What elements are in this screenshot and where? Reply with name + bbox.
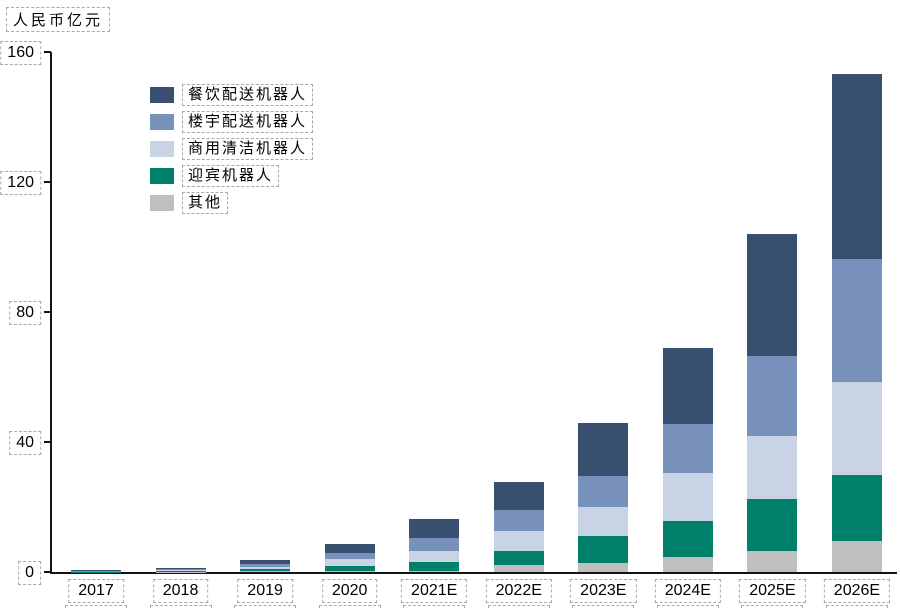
bar-segment-2021E-迎宾机器人 xyxy=(409,561,460,571)
y-axis-tick-label: 160 xyxy=(0,41,41,65)
bar-segment-2021E-商用清洁机器人 xyxy=(409,550,460,562)
bar-segment-2019-迎宾机器人 xyxy=(240,569,291,572)
cutoff-annotation-box xyxy=(741,605,804,609)
x-axis-label-2023E: 2023E xyxy=(570,579,637,603)
bar-segment-2025E-餐饮配送机器人 xyxy=(747,233,798,356)
y-tick-mark xyxy=(44,571,51,573)
bar-segment-2026E-其他 xyxy=(831,540,882,572)
cutoff-annotation-box xyxy=(403,605,466,609)
legend-label: 商用清洁机器人 xyxy=(182,137,314,160)
cutoff-annotation-box xyxy=(149,605,212,609)
y-axis-tick-label: 80 xyxy=(9,301,41,325)
x-axis-label-2017: 2017 xyxy=(68,579,124,603)
legend-label: 餐饮配送机器人 xyxy=(182,83,314,106)
x-axis-label-2022E: 2022E xyxy=(485,579,552,603)
x-axis-label-2025E: 2025E xyxy=(739,579,806,603)
bar-segment-2026E-迎宾机器人 xyxy=(831,475,882,541)
x-axis-label-2019: 2019 xyxy=(237,579,293,603)
bar-segment-2019-商用清洁机器人 xyxy=(240,567,291,570)
x-axis-label-2024E: 2024E xyxy=(654,579,721,603)
bar-segment-2020-迎宾机器人 xyxy=(324,565,375,571)
x-axis-label-2018: 2018 xyxy=(152,579,209,603)
cutoff-annotation-box xyxy=(487,605,550,609)
bar-segment-2019-其他 xyxy=(240,571,291,572)
cutoff-annotation-box xyxy=(318,605,381,609)
legend: 餐饮配送机器人 楼宇配送机器人 商用清洁机器人 迎宾机器人其他 xyxy=(150,83,314,221)
bar-segment-2022E-其他 xyxy=(493,565,544,572)
cutoff-annotation-box xyxy=(656,605,719,609)
legend-label: 迎宾机器人 xyxy=(182,164,280,187)
bar-segment-2025E-商用清洁机器人 xyxy=(747,435,798,500)
x-axis-label-2020: 2020 xyxy=(321,579,378,603)
legend-label: 楼宇配送机器人 xyxy=(182,110,314,133)
bar-segment-2020-商用清洁机器人 xyxy=(324,559,375,566)
legend-swatch-icon xyxy=(150,113,174,130)
bar-segment-2025E-楼宇配送机器人 xyxy=(747,355,798,436)
bar-segment-2020-其他 xyxy=(324,570,375,572)
cutoff-annotation-box xyxy=(572,605,635,609)
bar-segment-2022E-楼宇配送机器人 xyxy=(493,510,544,532)
bar-segment-2024E-其他 xyxy=(662,557,713,572)
y-axis-line xyxy=(50,52,52,574)
bar-segment-2018-迎宾机器人 xyxy=(155,571,206,572)
cutoff-annotation-box xyxy=(825,605,888,609)
y-axis-title: 人民币亿元 xyxy=(6,7,111,32)
y-tick-mark xyxy=(44,441,51,443)
bar-segment-2018-餐饮配送机器人 xyxy=(155,568,206,570)
bar-segment-2024E-迎宾机器人 xyxy=(662,520,713,558)
bar-segment-2021E-楼宇配送机器人 xyxy=(409,537,460,551)
bar-segment-2019-楼宇配送机器人 xyxy=(240,564,291,568)
legend-item: 楼宇配送机器人 xyxy=(150,110,314,133)
legend-swatch-icon xyxy=(150,140,174,157)
y-axis-tick-label: 40 xyxy=(9,431,41,455)
bar-segment-2022E-商用清洁机器人 xyxy=(493,531,544,551)
legend-item: 餐饮配送机器人 xyxy=(150,83,314,106)
bar-segment-2023E-迎宾机器人 xyxy=(578,536,629,563)
bar-segment-2023E-楼宇配送机器人 xyxy=(578,475,629,508)
cutoff-annotation-box xyxy=(234,605,297,609)
bar-segment-2026E-楼宇配送机器人 xyxy=(831,258,882,383)
y-tick-mark xyxy=(44,51,51,53)
bar-segment-2022E-迎宾机器人 xyxy=(493,550,544,566)
legend-swatch-icon xyxy=(150,167,174,184)
legend-item: 其他 xyxy=(150,191,313,214)
bar-segment-2020-餐饮配送机器人 xyxy=(324,544,375,554)
x-axis-label-2021E: 2021E xyxy=(401,579,468,603)
legend-swatch-icon xyxy=(150,86,174,103)
x-axis-label-2026E: 2026E xyxy=(823,579,891,603)
bar-segment-2024E-餐饮配送机器人 xyxy=(662,348,713,425)
bar-segment-2023E-商用清洁机器人 xyxy=(578,507,629,537)
bar-segment-2017-餐饮配送机器人 xyxy=(71,570,121,572)
bar-segment-2026E-餐饮配送机器人 xyxy=(831,74,882,259)
legend-item: 商用清洁机器人 xyxy=(150,137,314,160)
y-tick-mark xyxy=(44,311,51,313)
bar-segment-2021E-其他 xyxy=(409,570,460,572)
y-axis-tick-label: 120 xyxy=(0,171,41,195)
legend-swatch-icon xyxy=(150,194,174,211)
bar-segment-2026E-商用清洁机器人 xyxy=(831,382,882,476)
bar-segment-2018-楼宇配送机器人 xyxy=(155,569,206,571)
bar-segment-2023E-餐饮配送机器人 xyxy=(578,423,629,476)
bar-segment-2021E-餐饮配送机器人 xyxy=(409,519,460,538)
bar-segment-2024E-楼宇配送机器人 xyxy=(662,424,713,473)
bar-segment-2025E-迎宾机器人 xyxy=(747,499,798,551)
bar-segment-2020-楼宇配送机器人 xyxy=(324,553,375,559)
bar-segment-2023E-其他 xyxy=(578,562,629,572)
y-tick-mark xyxy=(44,181,51,183)
bar-segment-2024E-商用清洁机器人 xyxy=(662,472,713,521)
bar-segment-2025E-其他 xyxy=(747,550,798,572)
cutoff-annotation-box xyxy=(65,605,127,609)
x-axis-line xyxy=(50,572,897,574)
legend-label: 其他 xyxy=(182,191,229,214)
y-axis-tick-label: 0 xyxy=(18,561,41,585)
bar-segment-2019-餐饮配送机器人 xyxy=(240,560,291,565)
bar-segment-2022E-餐饮配送机器人 xyxy=(493,481,544,511)
legend-item: 迎宾机器人 xyxy=(150,164,313,187)
bar-segment-2018-商用清洁机器人 xyxy=(155,570,206,572)
